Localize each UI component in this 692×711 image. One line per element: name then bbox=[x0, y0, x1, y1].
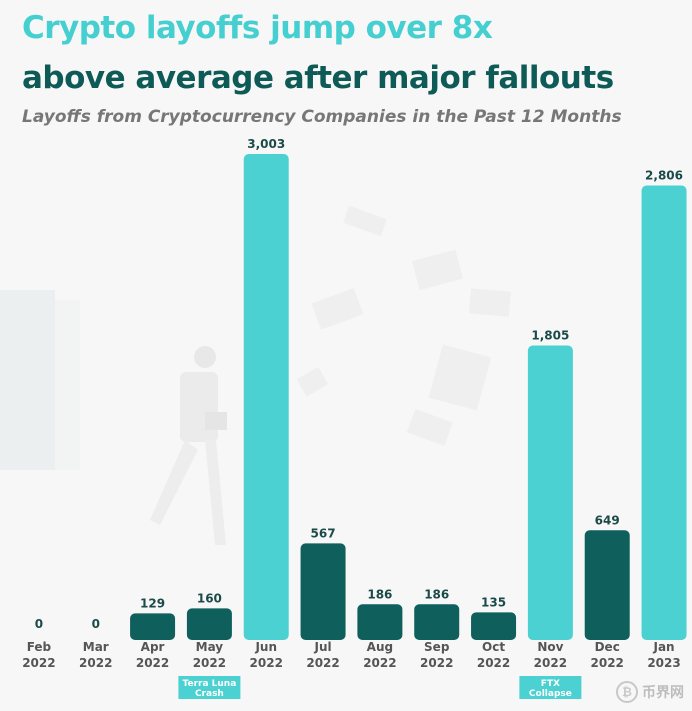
x-tick-label: Dec bbox=[595, 640, 620, 654]
x-tick-label: Feb bbox=[27, 640, 52, 654]
x-tick-label: 2022 bbox=[477, 656, 510, 670]
event-annotation-box bbox=[178, 676, 241, 699]
data-label: 2,806 bbox=[645, 168, 683, 182]
x-tick-label: 2022 bbox=[250, 656, 283, 670]
event-annotation-text: Crash bbox=[195, 689, 224, 699]
bar bbox=[641, 185, 687, 640]
bars-layer: 0 Feb 2022 0 Mar 2022 129 Apr 2022 160 May 2022 3,00… bbox=[22, 137, 687, 699]
bar bbox=[414, 604, 460, 640]
bar bbox=[300, 543, 346, 640]
data-label: 649 bbox=[595, 513, 620, 527]
x-tick-label: May bbox=[196, 640, 224, 654]
bar bbox=[243, 154, 289, 640]
chart-title-line-1: Crypto layoffs jump over 8x bbox=[22, 10, 493, 46]
data-label: 567 bbox=[311, 526, 336, 540]
event-annotation-text: Collapse bbox=[529, 689, 572, 699]
event-annotation-text: FTX bbox=[541, 679, 560, 689]
x-tick-label: Nov bbox=[537, 640, 563, 654]
x-tick-label: 2022 bbox=[420, 656, 453, 670]
bar bbox=[357, 604, 403, 640]
bitcoin-coin-icon: ₿ bbox=[616, 681, 638, 703]
x-tick-label: Jun bbox=[254, 640, 277, 654]
data-label: 135 bbox=[481, 595, 506, 609]
chart-title-line-2: above average after major fallouts bbox=[22, 60, 614, 96]
data-label: 186 bbox=[367, 587, 392, 601]
x-tick-label: 2022 bbox=[22, 656, 55, 670]
bar bbox=[186, 608, 232, 640]
bar bbox=[471, 612, 517, 640]
x-tick-label: 2022 bbox=[363, 656, 396, 670]
bar bbox=[527, 345, 573, 640]
x-tick-label: Apr bbox=[141, 640, 165, 654]
x-tick-label: 2022 bbox=[193, 656, 226, 670]
x-tick-label: Sep bbox=[424, 640, 450, 654]
background-illustration bbox=[0, 205, 511, 545]
x-tick-label: 2022 bbox=[534, 656, 567, 670]
data-label: 186 bbox=[424, 587, 449, 601]
watermark-text: 币界网 bbox=[642, 685, 684, 701]
x-tick-label: Oct bbox=[482, 640, 505, 654]
data-label: 0 bbox=[35, 617, 43, 631]
x-tick-label: Mar bbox=[83, 640, 109, 654]
x-tick-label: 2022 bbox=[306, 656, 339, 670]
x-tick-label: Jan bbox=[652, 640, 674, 654]
data-label: 3,003 bbox=[247, 137, 285, 151]
bar bbox=[130, 613, 176, 640]
event-annotation-text: Terra Luna bbox=[183, 679, 237, 689]
x-tick-label: Jul bbox=[314, 640, 332, 654]
x-tick-label: 2023 bbox=[647, 656, 680, 670]
bar bbox=[584, 530, 630, 640]
data-label: 1,805 bbox=[531, 328, 569, 342]
watermark: ₿ 币界网 bbox=[616, 681, 684, 703]
x-tick-label: 2022 bbox=[136, 656, 169, 670]
event-annotation-box bbox=[519, 676, 582, 699]
x-tick-label: 2022 bbox=[79, 656, 112, 670]
data-label: 0 bbox=[92, 617, 100, 631]
data-label: 160 bbox=[197, 591, 222, 605]
x-tick-label: 2022 bbox=[591, 656, 624, 670]
data-label: 129 bbox=[140, 596, 165, 610]
x-tick-label: Aug bbox=[367, 640, 393, 654]
chart-subtitle: Layoffs from Cryptocurrency Companies in… bbox=[22, 107, 622, 127]
